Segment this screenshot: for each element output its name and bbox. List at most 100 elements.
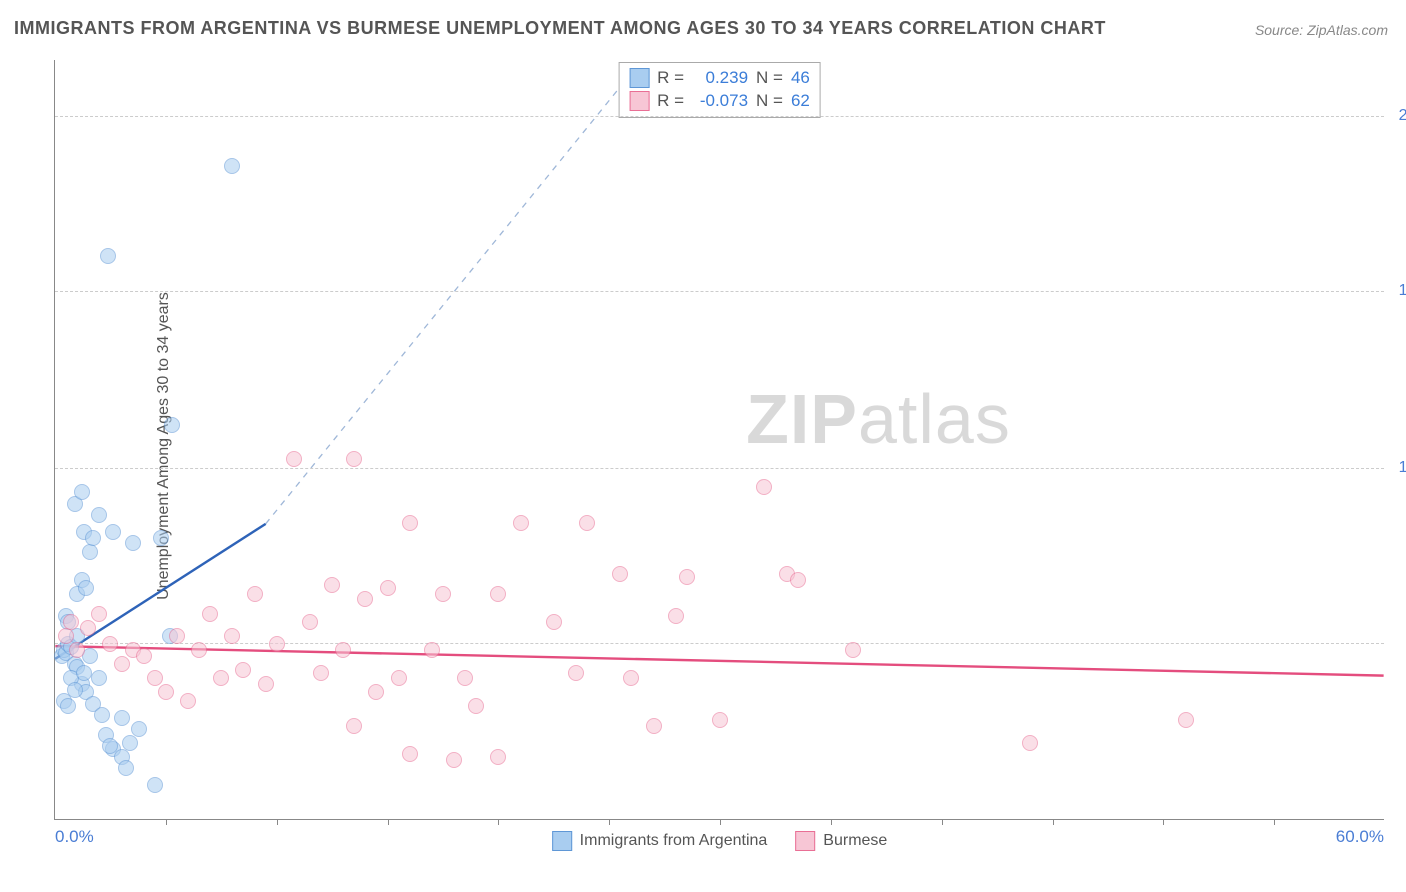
- data-point: [269, 636, 285, 652]
- legend-item-argentina: Immigrants from Argentina: [552, 831, 768, 851]
- data-point: [302, 614, 318, 630]
- gridline: [55, 116, 1384, 117]
- x-minor-tick: [498, 819, 499, 825]
- data-point: [247, 586, 263, 602]
- data-point: [147, 777, 163, 793]
- data-point: [335, 642, 351, 658]
- data-point: [623, 670, 639, 686]
- chart-title: IMMIGRANTS FROM ARGENTINA VS BURMESE UNE…: [14, 18, 1106, 39]
- data-point: [346, 718, 362, 734]
- data-point: [235, 662, 251, 678]
- data-point: [790, 572, 806, 588]
- data-point: [69, 642, 85, 658]
- y-tick-label: 18.8%: [1389, 282, 1406, 300]
- data-point: [58, 628, 74, 644]
- data-point: [91, 606, 107, 622]
- data-point: [568, 665, 584, 681]
- data-point: [286, 451, 302, 467]
- gridline: [55, 468, 1384, 469]
- data-point: [679, 569, 695, 585]
- trend-lines: [55, 60, 1384, 819]
- data-point: [91, 507, 107, 523]
- data-point: [114, 656, 130, 672]
- data-point: [180, 693, 196, 709]
- data-point: [102, 636, 118, 652]
- x-minor-tick: [388, 819, 389, 825]
- legend-item-burmese: Burmese: [795, 831, 887, 851]
- data-point: [85, 530, 101, 546]
- watermark: ZIPatlas: [746, 379, 1011, 459]
- data-point: [1022, 735, 1038, 751]
- data-point: [191, 642, 207, 658]
- x-minor-tick: [720, 819, 721, 825]
- data-point: [76, 665, 92, 681]
- data-point: [579, 515, 595, 531]
- correlation-legend: R = 0.239 N = 46 R = -0.073 N = 62: [618, 62, 821, 118]
- x-minor-tick: [277, 819, 278, 825]
- data-point: [424, 642, 440, 658]
- x-minor-tick: [166, 819, 167, 825]
- data-point: [435, 586, 451, 602]
- data-point: [402, 746, 418, 762]
- data-point: [147, 670, 163, 686]
- data-point: [60, 698, 76, 714]
- data-point: [845, 642, 861, 658]
- data-point: [94, 707, 110, 723]
- legend-row-argentina: R = 0.239 N = 46: [629, 67, 810, 90]
- data-point: [380, 580, 396, 596]
- y-tick-label: 25.0%: [1389, 107, 1406, 125]
- data-point: [490, 749, 506, 765]
- data-point: [258, 676, 274, 692]
- x-minor-tick: [831, 819, 832, 825]
- swatch-icon: [629, 68, 649, 88]
- y-tick-label: 6.3%: [1389, 634, 1406, 652]
- data-point: [391, 670, 407, 686]
- data-point: [546, 614, 562, 630]
- data-point: [346, 451, 362, 467]
- data-point: [91, 670, 107, 686]
- data-point: [313, 665, 329, 681]
- data-point: [164, 417, 180, 433]
- source-label: Source: ZipAtlas.com: [1255, 22, 1388, 38]
- data-point: [63, 614, 79, 630]
- data-point: [402, 515, 418, 531]
- data-point: [368, 684, 384, 700]
- series-legend: Immigrants from Argentina Burmese: [552, 831, 888, 851]
- gridline: [55, 643, 1384, 644]
- data-point: [153, 530, 169, 546]
- data-point: [468, 698, 484, 714]
- data-point: [82, 544, 98, 560]
- data-point: [131, 721, 147, 737]
- x-minor-tick: [609, 819, 610, 825]
- data-point: [668, 608, 684, 624]
- gridline: [55, 291, 1384, 292]
- data-point: [202, 606, 218, 622]
- data-point: [324, 577, 340, 593]
- data-point: [114, 710, 130, 726]
- data-point: [213, 670, 229, 686]
- x-minor-tick: [1053, 819, 1054, 825]
- x-axis-max-label: 60.0%: [1336, 827, 1384, 847]
- data-point: [158, 684, 174, 700]
- data-point: [513, 515, 529, 531]
- x-minor-tick: [1274, 819, 1275, 825]
- data-point: [646, 718, 662, 734]
- legend-row-burmese: R = -0.073 N = 62: [629, 90, 810, 113]
- swatch-icon: [552, 831, 572, 851]
- swatch-icon: [795, 831, 815, 851]
- data-point: [136, 648, 152, 664]
- data-point: [712, 712, 728, 728]
- data-point: [169, 628, 185, 644]
- data-point: [100, 248, 116, 264]
- data-point: [74, 484, 90, 500]
- data-point: [490, 586, 506, 602]
- data-point: [457, 670, 473, 686]
- data-point: [357, 591, 373, 607]
- data-point: [224, 628, 240, 644]
- data-point: [118, 760, 134, 776]
- data-point: [125, 535, 141, 551]
- chart-plot-area: ZIPatlas R = 0.239 N = 46 R = -0.073 N =…: [54, 60, 1384, 820]
- data-point: [78, 580, 94, 596]
- data-point: [224, 158, 240, 174]
- data-point: [80, 620, 96, 636]
